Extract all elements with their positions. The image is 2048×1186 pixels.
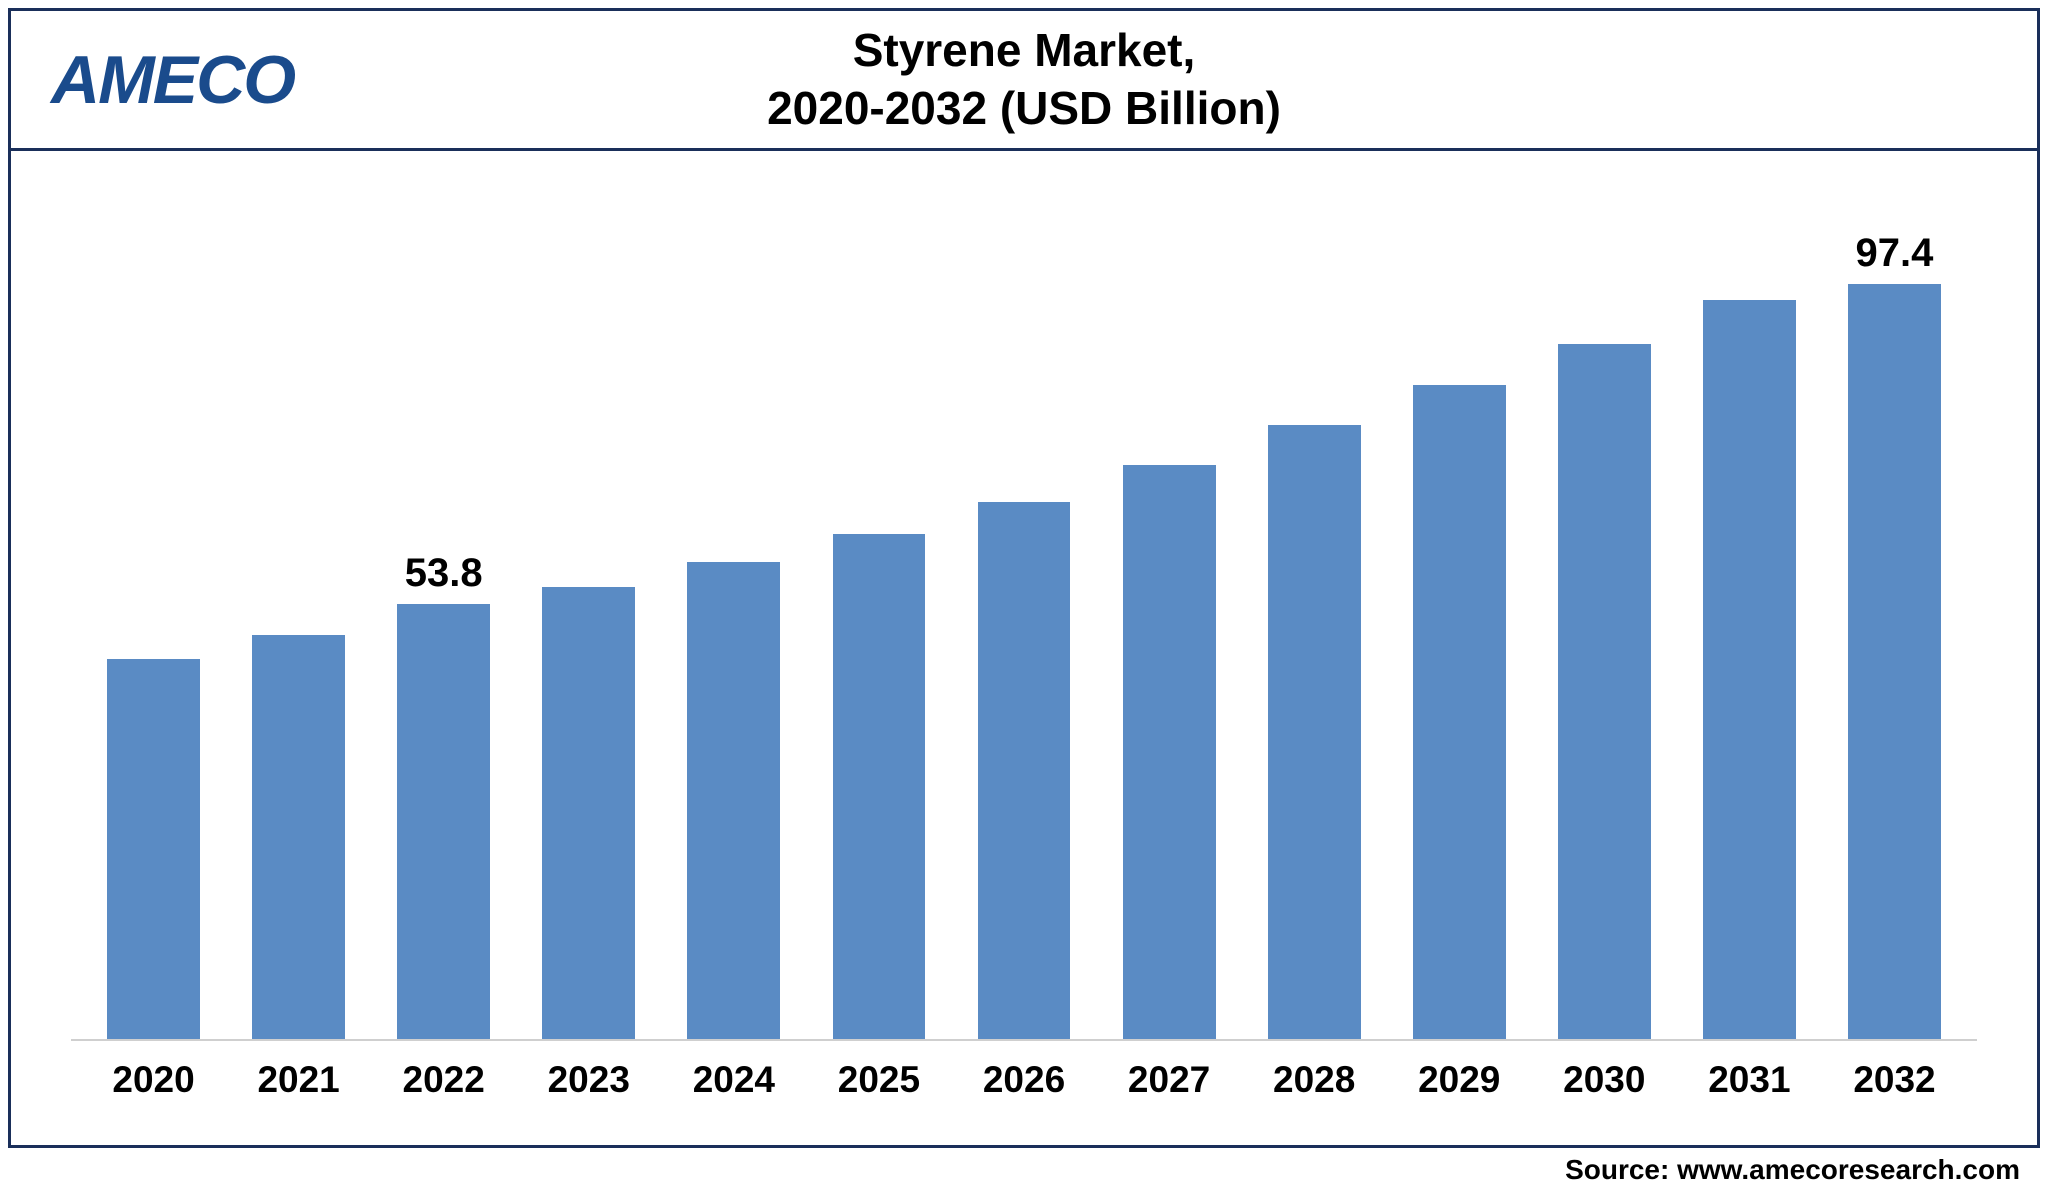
title-line-2: 2020-2032 (USD Billion) [411, 80, 1637, 138]
bar-group [1097, 231, 1242, 1039]
bar-group [951, 231, 1096, 1039]
bar [833, 534, 926, 1039]
x-axis: 2020202120222023202420252026202720282029… [71, 1041, 1977, 1101]
bar-group [1532, 231, 1677, 1039]
bar [252, 635, 345, 1039]
chart-title: Styrene Market, 2020-2032 (USD Billion) [411, 22, 1997, 137]
chart-area: 53.897.4 2020202120222023202420252026202… [11, 151, 2037, 1141]
bar [1413, 385, 1506, 1039]
x-tick-label: 2032 [1822, 1059, 1967, 1101]
bar-value-label: 53.8 [405, 551, 483, 596]
x-tick-label: 2031 [1677, 1059, 1822, 1101]
x-tick-label: 2028 [1242, 1059, 1387, 1101]
x-tick-label: 2029 [1387, 1059, 1532, 1101]
bar-group [81, 231, 226, 1039]
bar [1268, 425, 1361, 1039]
chart-card: AMECO Styrene Market, 2020-2032 (USD Bil… [8, 8, 2040, 1148]
bar-group [1387, 231, 1532, 1039]
title-line-1: Styrene Market, [411, 22, 1637, 80]
x-tick-label: 2026 [951, 1059, 1096, 1101]
x-tick-label: 2022 [371, 1059, 516, 1101]
bar [687, 562, 780, 1039]
bar [1703, 300, 1796, 1039]
bar-group [1242, 231, 1387, 1039]
x-tick-label: 2023 [516, 1059, 661, 1101]
x-tick-label: 2030 [1532, 1059, 1677, 1101]
x-tick-label: 2020 [81, 1059, 226, 1101]
bar [1848, 284, 1941, 1039]
bar-value-label: 97.4 [1856, 231, 1934, 276]
bar [542, 587, 635, 1039]
brand-logo: AMECO [51, 41, 411, 119]
x-tick-label: 2025 [806, 1059, 951, 1101]
bar-plot: 53.8 97.4 [71, 231, 1977, 1041]
bar [978, 502, 1071, 1039]
bar [397, 604, 490, 1039]
bar-group [661, 231, 806, 1039]
bar-group [516, 231, 661, 1039]
bar [107, 659, 200, 1039]
bar-group: 97.4 [1822, 231, 1967, 1039]
source-attribution: Source: www.amecoresearch.com [8, 1148, 2040, 1186]
bar-group [806, 231, 951, 1039]
x-tick-label: 2024 [661, 1059, 806, 1101]
bar-group [1677, 231, 1822, 1039]
x-tick-label: 2021 [226, 1059, 371, 1101]
brand-logo-text: AMECO [51, 42, 294, 118]
bar-group [226, 231, 371, 1039]
x-tick-label: 2027 [1097, 1059, 1242, 1101]
bar-group: 53.8 [371, 231, 516, 1039]
source-text: Source: www.amecoresearch.com [1565, 1154, 2020, 1185]
bar [1123, 465, 1216, 1039]
header: AMECO Styrene Market, 2020-2032 (USD Bil… [11, 11, 2037, 151]
bar [1558, 344, 1651, 1039]
